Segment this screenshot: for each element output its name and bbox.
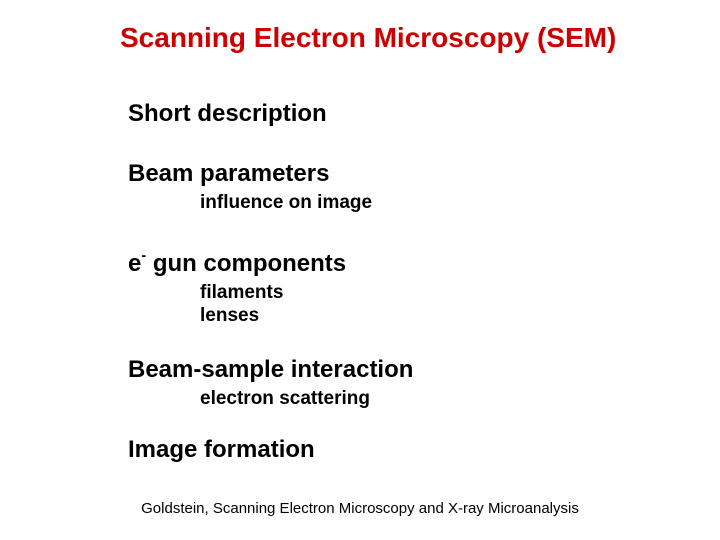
e-gun-suffix: gun components (146, 250, 346, 277)
sub-lenses: lenses (200, 305, 259, 328)
section-short-description: Short description (128, 100, 327, 128)
section-beam-sample-interaction: Beam-sample interaction (128, 356, 413, 384)
e-gun-prefix: e (128, 250, 141, 277)
sub-electron-scattering: electron scattering (200, 388, 370, 411)
section-image-formation: Image formation (128, 436, 315, 464)
sub-filaments: filaments (200, 282, 283, 305)
slide-page: Scanning Electron Microscopy (SEM) Short… (0, 0, 720, 540)
citation-text: Goldstein, Scanning Electron Microscopy … (0, 500, 720, 517)
slide-title: Scanning Electron Microscopy (SEM) (120, 22, 616, 54)
section-e-gun-components: e- gun components (128, 250, 346, 278)
e-gun-superscript: - (141, 248, 146, 264)
sub-influence-on-image: influence on image (200, 192, 372, 215)
section-beam-parameters: Beam parameters (128, 160, 329, 188)
